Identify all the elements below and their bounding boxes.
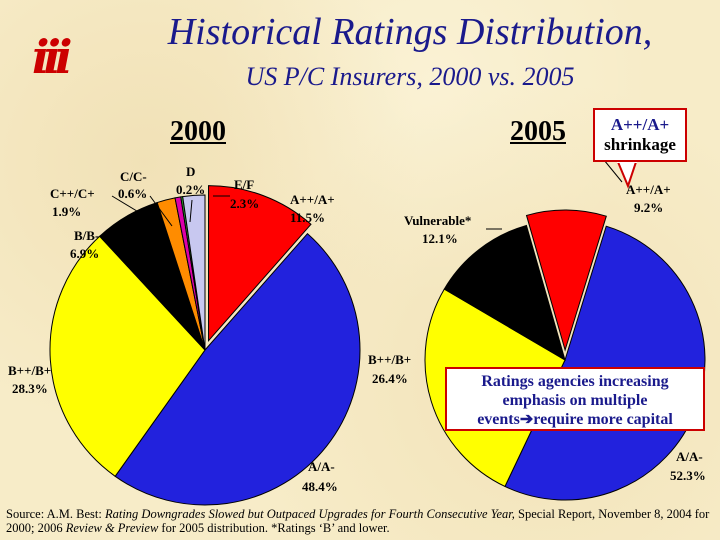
pct-2000-c: 0.6% [118,186,147,201]
pct-2000-b: 6.9% [70,246,99,261]
pct-2005-a: 52.3% [670,468,706,483]
source-review-title: Review & Preview [65,521,159,535]
pie-slice-2000-e-f [182,194,206,351]
source-end: for 2005 distribution. *Ratings ‘B’ and … [158,521,390,535]
label-2005-vulnerable: Vulnerable* [404,213,471,228]
source-report-title: Rating Downgrades Slowed but Outpaced Up… [104,507,515,521]
source-mid: Special Report, November 8, 2004 for 200… [6,507,710,535]
pie-slice-2005-a-a- [525,209,607,352]
pct-2005-aplus: 9.2% [634,200,663,215]
note-line1: Ratings agencies increasing [481,373,669,390]
right-arrow-icon: ➔ [519,411,534,428]
label-2005-a: A/A- [676,449,703,464]
label-2005-bplus: B++/B+ [368,352,411,367]
note-line3b: require more capital [533,411,673,428]
pie-slice-2000-a-a- [114,232,361,506]
label-2000-b: B/B- [74,228,99,243]
pct-2005-bplus: 26.4% [372,371,408,386]
ratings-note-box: Ratings agencies increasing emphasis on … [445,367,705,431]
pct-2000-cplus: 1.9% [52,204,81,219]
label-2000-cplus: C++/C+ [50,186,95,201]
iii-logo: iii [32,30,73,84]
callout-line1: A++/A+ [610,115,670,134]
note-line3: events➔require more capital [447,410,703,429]
pie-slice-2000-b-b- [49,235,206,478]
label-2000-bplus: B++/B+ [8,363,51,378]
label-2000-a: A/A- [308,459,335,474]
pie-slice-2005-vulnerable- [443,224,566,362]
chart-title-2005: 2005 [510,116,566,147]
label-2000-c: C/C- [120,169,147,184]
chart-title-2000: 2000 [170,116,226,147]
label-2000-ef: E/F [234,177,254,192]
slide-title: Historical Ratings Distribution, [167,11,653,53]
pct-2000-d: 0.2% [176,182,205,197]
label-2005-aplus: A++/A+ [626,182,671,197]
pct-2000-aplus: 11.5% [290,210,325,225]
source-footnote: Source: A.M. Best: Rating Downgrades Slo… [6,507,716,535]
note-line2: emphasis on multiple [502,392,648,409]
shrinkage-callout: A++/A+ shrinkage [593,108,687,162]
pct-2005-vulnerable: 12.1% [422,231,458,246]
slide-subtitle: US P/C Insurers, 2000 vs. 2005 [245,62,575,91]
pie-slice-2000-a-a- [208,185,312,342]
leader-lines [111,159,623,243]
pct-2000-ef: 2.3% [230,196,259,211]
callout-line2: shrinkage [604,135,676,154]
pie-2005 [424,209,706,501]
label-2000-d: D [186,164,195,179]
pct-2000-a: 48.4% [302,479,338,494]
note-line3a: events [477,411,520,428]
pie-2000 [49,185,361,506]
pct-2000-bplus: 28.3% [12,381,48,396]
source-prefix: Source: A.M. Best: [6,507,105,521]
label-2000-aplus: A++/A+ [290,192,335,207]
